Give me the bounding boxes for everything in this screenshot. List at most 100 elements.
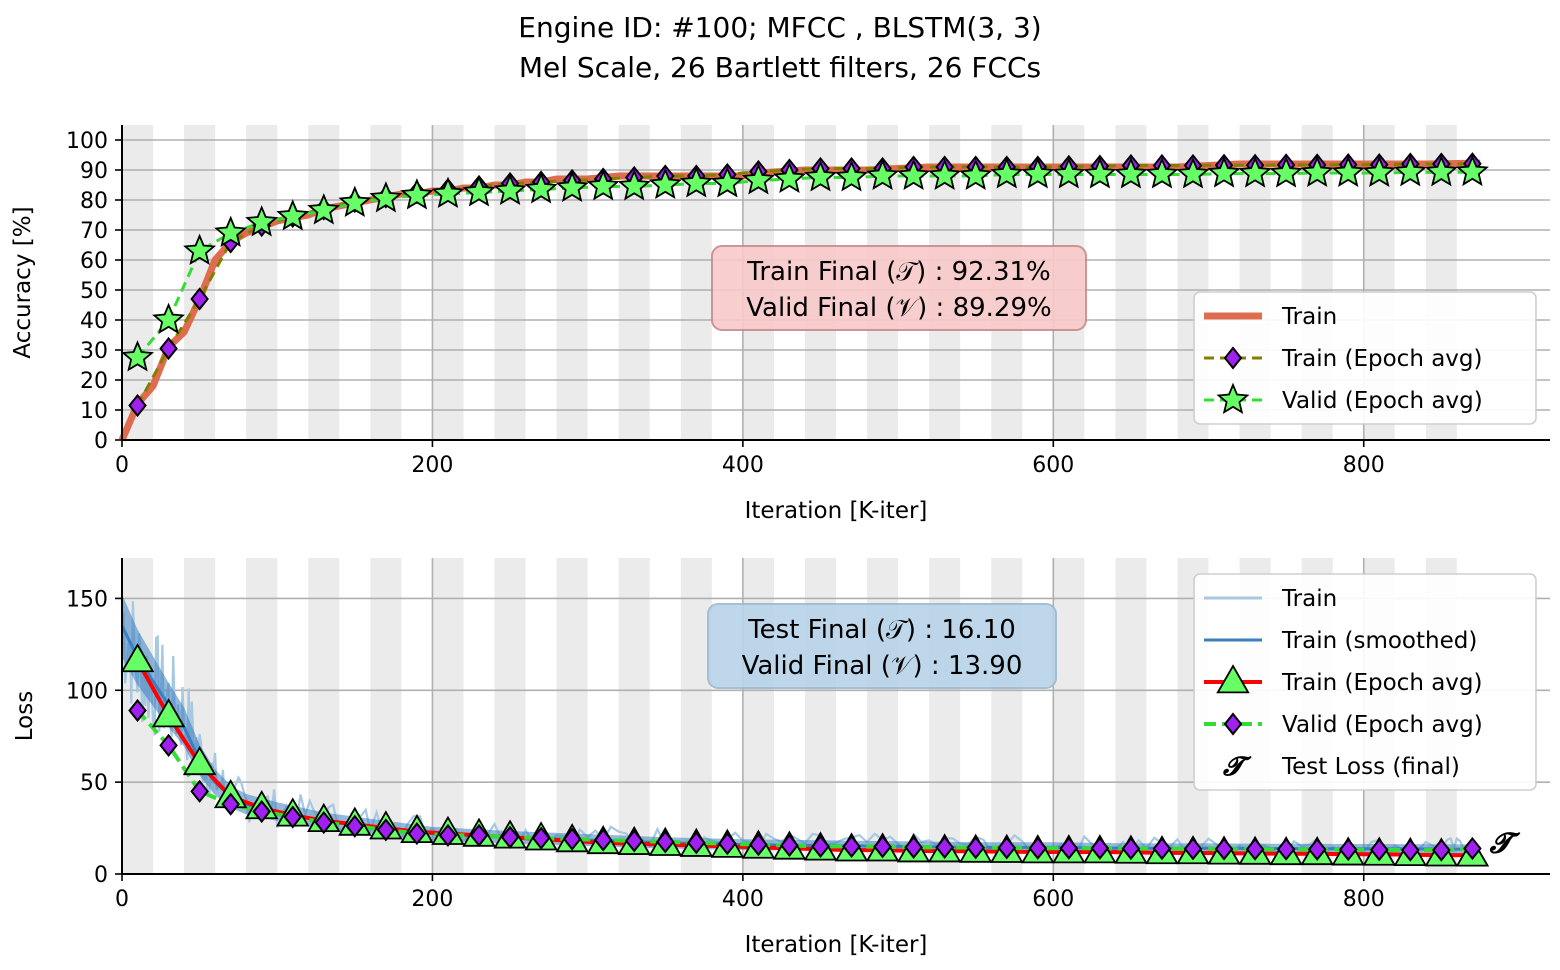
valid-epoch-avg-point — [997, 836, 1017, 860]
loss-panel: 𝓣 0 200 400 600 800 0 50 100 150 Iteration [K-iter… — [12, 558, 1550, 958]
legend-marker — [1223, 346, 1243, 370]
valid-epoch-avg-point — [966, 836, 985, 860]
x-axis-label: Iteration [K-iter] — [745, 932, 928, 958]
y-tick-label: 10 — [80, 399, 108, 424]
valid-epoch-avg-point — [307, 193, 341, 225]
valid-epoch-avg-point — [959, 158, 993, 190]
valid-epoch-avg-point — [252, 799, 271, 824]
annotation-line-2: Valid Final (𝒱) : 13.90 — [742, 651, 1023, 681]
valid-epoch-avg-point — [1090, 836, 1110, 860]
train-epoch-avg-point — [182, 745, 217, 776]
valid-epoch-avg-point — [314, 810, 334, 835]
x-tick-label: 600 — [1032, 453, 1074, 478]
valid-epoch-avg-point — [159, 733, 178, 757]
valid-epoch-avg-point — [648, 167, 682, 199]
accuracy-panel: 0 200 400 600 800 0 10 20 30 40 50 60 70 80 90 100 Itera… — [10, 125, 1550, 524]
valid-epoch-avg-point — [718, 832, 737, 856]
annotation-line-1: Train Final (𝒯) : 92.31% — [746, 257, 1050, 287]
valid-epoch-avg-point — [1214, 837, 1234, 861]
y-tick-label: 100 — [66, 129, 108, 154]
x-tick-label: 0 — [115, 453, 129, 478]
valid-epoch-avg-point — [624, 829, 644, 853]
title-line-2: Mel Scale, 26 Bartlett filters, 26 FCCs — [519, 51, 1041, 84]
valid-epoch-avg-point — [904, 835, 923, 859]
valid-epoch-avg-point — [276, 199, 310, 231]
valid-epoch-avg-point — [283, 805, 303, 829]
epoch-band — [184, 125, 216, 440]
valid-epoch-avg-point — [338, 185, 372, 217]
valid-epoch-avg-point — [935, 835, 954, 859]
legend-frame — [1193, 573, 1537, 791]
title-line-1: Engine ID: #100; MFCC , BLSTM(3, 3) — [518, 11, 1041, 44]
series: 𝓣 — [120, 594, 1521, 867]
valid-epoch-avg-point — [1269, 156, 1303, 188]
valid-epoch-avg-point — [679, 166, 713, 198]
epoch-band — [1053, 558, 1085, 874]
valid-epoch-avg-point — [928, 158, 962, 190]
epoch-band — [246, 558, 278, 874]
annotation-line-1: Test Final (𝒯) : 16.10 — [747, 615, 1016, 645]
valid-epoch-avg-point — [1362, 155, 1396, 187]
valid-epoch-avg-point — [1083, 157, 1117, 189]
x-tick-label: 400 — [722, 887, 764, 912]
valid-epoch-avg-point — [369, 181, 403, 213]
valid-epoch-avg-point — [811, 834, 830, 859]
legend-frame — [1193, 291, 1537, 425]
valid-epoch-avg-point — [866, 158, 900, 190]
y-tick-label: 0 — [94, 863, 108, 888]
epoch-band — [246, 125, 278, 440]
valid-epoch-avg-point — [245, 205, 279, 237]
legend-entry-label: Valid (Epoch avg) — [1282, 712, 1483, 738]
valid-epoch-avg-point — [1245, 837, 1265, 861]
valid-epoch-avg-point — [345, 814, 365, 838]
valid-epoch-avg-point — [183, 233, 217, 265]
y-tick-label: 100 — [66, 679, 108, 704]
valid-epoch-avg-point — [687, 831, 706, 855]
legend-marker — [1216, 664, 1250, 694]
annotation-box — [711, 245, 1087, 331]
y-tick-label: 50 — [80, 279, 108, 304]
valid-epoch-avg-point — [780, 833, 799, 858]
ticks: 0 200 400 600 800 0 10 20 30 40 50 60 70 80 90 100 — [66, 129, 1385, 478]
valid-epoch-avg-point — [1152, 837, 1172, 861]
y-axis-label: Loss — [12, 691, 38, 741]
ticks: 0 200 400 600 800 0 50 100 150 — [66, 587, 1385, 912]
valid-epoch-avg-point — [897, 158, 931, 190]
valid-epoch-avg-point — [1432, 838, 1451, 862]
valid-epoch-avg-point — [593, 828, 613, 852]
valid-epoch-avg-point — [376, 818, 396, 842]
train-epoch-avg-point — [128, 393, 147, 418]
annotation-line-2: Valid Final (𝒱) : 89.29% — [746, 293, 1051, 323]
valid-epoch-avg-point — [1307, 837, 1327, 861]
x-tick-label: 400 — [722, 453, 764, 478]
valid-epoch-avg-point — [407, 821, 427, 846]
x-tick-label: 800 — [1343, 453, 1385, 478]
valid-epoch-avg-point — [469, 823, 489, 848]
valid-epoch-avg-point — [749, 833, 768, 857]
train-epoch-avg-point — [120, 643, 155, 673]
valid-epoch-avg-point — [214, 215, 248, 247]
train-epoch-avg-point — [151, 698, 186, 728]
y-tick-label: 0 — [94, 429, 108, 454]
epoch-band — [370, 125, 402, 440]
y-tick-label: 60 — [80, 249, 108, 274]
valid-epoch-avg-point — [1238, 156, 1272, 188]
valid-epoch-avg-point — [438, 823, 458, 848]
valid-epoch-avg-point — [1463, 836, 1482, 861]
valid-epoch-avg-point — [400, 178, 434, 210]
legend-marker — [1216, 382, 1250, 414]
y-axis-label: Accuracy [%] — [10, 206, 36, 358]
valid-epoch-avg-point — [1393, 155, 1427, 187]
legend-entry-label: Train (Epoch avg) — [1281, 670, 1483, 696]
valid-epoch-avg-point — [873, 835, 892, 859]
y-tick-label: 90 — [80, 159, 108, 184]
x-tick-label: 800 — [1343, 887, 1385, 912]
valid-epoch-avg-point — [1424, 155, 1458, 187]
valid-epoch-avg-point — [1028, 836, 1048, 860]
y-tick-label: 150 — [66, 587, 108, 612]
valid-epoch-avg-point — [121, 340, 155, 372]
valid-epoch-avg-point — [617, 169, 651, 201]
y-tick-label: 30 — [80, 339, 108, 364]
valid-epoch-avg-point — [152, 302, 186, 334]
